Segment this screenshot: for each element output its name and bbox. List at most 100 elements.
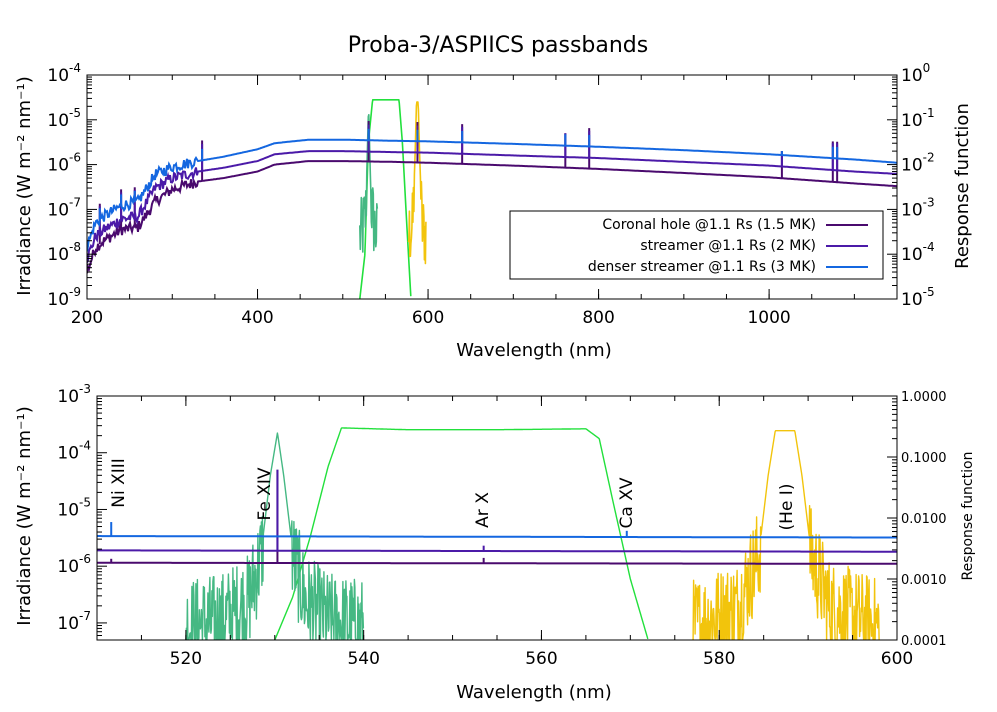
series-line-coronal_hole (97, 561, 897, 565)
top-xlabel: Wavelength (nm) (456, 340, 612, 361)
top-ylabel: Irradiance (W m⁻² nm⁻¹) (14, 76, 35, 296)
response-curve-he_filter (407, 101, 427, 265)
y-tick-base: 10 (57, 387, 79, 407)
x-tick-label: 600 (412, 308, 444, 328)
bottom-xlabel: Wavelength (nm) (456, 682, 612, 703)
response-curve-he_filter (692, 430, 880, 640)
x-tick-label: 800 (582, 308, 614, 328)
y-tick-label: 10-6 (47, 151, 81, 176)
chart-title: Proba-3/ASPIICS passbands (348, 33, 648, 58)
y-tick-base: 10 (57, 444, 79, 464)
legend-label-coronal-hole: Coronal hole @1.1 Rs (1.5 MK) (602, 217, 816, 233)
y2-tick-label: 10-5 (901, 285, 935, 310)
y2-tick-base: 10 (901, 290, 923, 310)
y-tick-base: 10 (47, 111, 69, 131)
annotation-he-i: (He I) (777, 484, 797, 531)
bottom-panel: 520 540 560 580 60010-710-610-510-410-30.000… (57, 382, 946, 669)
y-tick-label: 10-6 (57, 552, 91, 577)
y-tick-label: 10-5 (57, 495, 91, 520)
y2-tick-label: 10-1 (901, 106, 935, 131)
y-tick-label: 10-9 (47, 285, 81, 310)
y2-tick-base: 10 (901, 156, 923, 176)
y-tick-base: 10 (57, 614, 79, 634)
annotation-ar-x: Ar X (473, 492, 493, 528)
x-tick-label: 560 (525, 649, 557, 669)
x-tick-label: 400 (241, 308, 273, 328)
y-tick-exp: -4 (69, 61, 81, 75)
y2-tick-label: 10-2 (901, 151, 935, 176)
response-curve-fe_filter (359, 114, 379, 253)
top-frame (86, 74, 898, 300)
y2-tick-base: 10 (901, 200, 923, 220)
response-curve-green_filter (274, 427, 649, 640)
y-tick-exp: -4 (79, 439, 91, 453)
bottom-plot-area (97, 427, 897, 640)
y2-tick-label: 0.1000 (901, 451, 947, 466)
y-tick-label: 10-3 (57, 382, 91, 407)
y-tick-label: 10-5 (47, 106, 81, 131)
y2-tick-label: 10-3 (901, 195, 935, 220)
y-tick-exp: -8 (69, 240, 81, 254)
bottom-ylabel: Irradiance (W m⁻² nm⁻¹) (14, 406, 35, 626)
annotation-ni-xiii: Ni XIII (109, 458, 129, 508)
y-tick-exp: -6 (79, 552, 91, 566)
x-tick-label: 580 (703, 649, 735, 669)
y-tick-base: 10 (57, 557, 79, 577)
x-tick-label: 540 (347, 649, 379, 669)
y2-tick-label: 1.0000 (901, 390, 947, 405)
legend-label-streamer: streamer @1.1 Rs (2 MK) (640, 238, 816, 254)
series-line-dense_streamer (87, 138, 897, 252)
y-tick-base: 10 (47, 156, 69, 176)
top-panel: 200 400 600 800 100010-910-810-710-610-510-4… (47, 61, 934, 328)
y-tick-label: 10-8 (47, 240, 81, 265)
y-tick-base: 10 (47, 245, 69, 265)
series-line-streamer (87, 150, 897, 264)
x-tick-label: 520 (170, 649, 202, 669)
y-tick-exp: -7 (69, 195, 81, 209)
y2-tick-exp: -4 (923, 240, 935, 254)
y-tick-label: 10-4 (47, 61, 81, 86)
response-curve-fe_filter (185, 432, 365, 640)
legend-box (509, 210, 884, 280)
y-tick-exp: -3 (79, 382, 91, 396)
y-tick-exp: -5 (69, 106, 81, 120)
y-tick-exp: -6 (69, 151, 81, 165)
y-tick-label: 10-7 (47, 195, 81, 220)
y2-tick-exp: -5 (923, 285, 935, 299)
y2-tick-label: 100 (901, 61, 930, 86)
y2-tick-exp: -1 (923, 106, 935, 120)
top-plot-area (87, 99, 897, 299)
series-line-streamer (97, 549, 897, 553)
y2-tick-base: 10 (901, 245, 923, 265)
legend-label-denser-streamer: denser streamer @1.1 Rs (3 MK) (588, 259, 816, 275)
series-line-dense_streamer (97, 535, 897, 539)
x-tick-label: 200 (71, 308, 103, 328)
x-tick-label: 600 (881, 649, 913, 669)
bottom-y2label: Response function (960, 452, 976, 581)
y2-tick-label: 0.0100 (901, 512, 947, 527)
y-tick-exp: -5 (79, 495, 91, 509)
x-tick-label: 1000 (747, 308, 790, 328)
y2-tick-label: 10-4 (901, 240, 935, 265)
y2-tick-exp: -2 (923, 151, 935, 165)
y2-tick-label: 0.0001 (901, 634, 947, 649)
y-tick-base: 10 (47, 66, 69, 86)
annotation-fe-xiv: Fe XIV (255, 467, 275, 520)
y-tick-exp: -7 (79, 609, 91, 623)
y2-tick-label: 0.0010 (901, 573, 947, 588)
y-tick-label: 10-7 (57, 609, 91, 634)
series-line-coronal_hole (87, 160, 897, 274)
y2-tick-exp: 0 (923, 61, 931, 75)
y-tick-base: 10 (47, 290, 69, 310)
y2-tick-exp: -3 (923, 195, 935, 209)
y-tick-base: 10 (57, 500, 79, 520)
y-tick-base: 10 (47, 200, 69, 220)
annotation-ca-xv: Ca XV (617, 477, 637, 528)
y2-tick-base: 10 (901, 66, 923, 86)
y-tick-exp: -9 (69, 285, 81, 299)
top-y2label: Response function (952, 103, 973, 269)
y-tick-label: 10-4 (57, 439, 91, 464)
legend: Coronal hole @1.1 Rs (1.5 MK) streamer @… (509, 210, 884, 280)
y2-tick-base: 10 (901, 111, 923, 131)
